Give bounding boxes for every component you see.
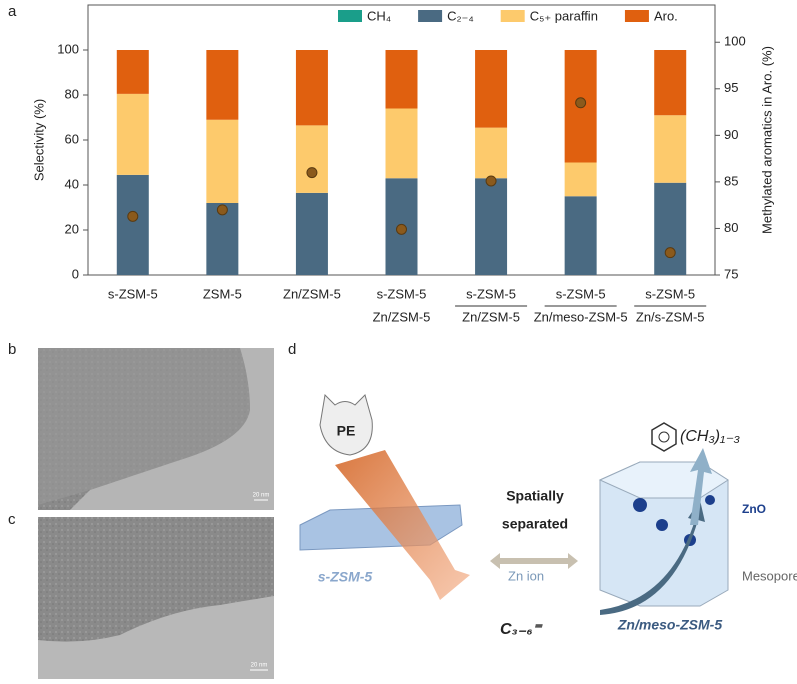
y-tick-label: 80 [65,86,79,101]
y2-axis-label: Methylated aromatics in Aro. (%) [759,46,774,234]
bar-segment [654,50,687,116]
panel-label: d [288,341,296,358]
bar-segment [385,108,418,179]
x-tick-label: s-ZSM-5 [466,286,516,301]
bar-segment [206,50,239,120]
legend-label: C₅₊ paraffin [530,8,598,23]
label: separated [502,516,568,532]
label: Zn/meso-ZSM-5 [617,617,722,633]
bar-segment [475,178,508,275]
y-tick-label: 20 [65,221,79,236]
y-axis-label: Selectivity (%) [31,99,46,181]
label: C₃₋₆⁼ [500,621,544,638]
y-tick-label: 0 [72,266,79,281]
y-tick-label: 100 [57,41,79,56]
label: s-ZSM-5 [318,569,373,585]
x-tick-label: s-ZSM-5 [377,286,427,301]
data-point [127,210,139,222]
label: (CH₃)₁₋₃ [680,428,740,445]
bar-segment [116,174,149,275]
y2-tick-label: 100 [724,34,746,49]
y2-tick-label: 95 [724,80,738,95]
bar-segment [475,50,508,128]
diagram: PE s-ZSM-5 Spatially separated ZnO Zn io… [299,393,797,638]
legend-label: Aro. [654,8,678,23]
legend-swatch [418,10,443,22]
label: ZnO [742,502,766,516]
legend-swatch [624,10,649,22]
x-tick-label: s-ZSM-5 [556,286,606,301]
data-point [306,167,318,179]
x-tick-label: Zn/meso-ZSM-5 [534,309,628,324]
bar-segment [654,182,687,275]
pe-label: PE [337,423,356,439]
data-point [664,247,676,259]
data-point [485,175,497,187]
label: Zn ion [508,568,544,583]
bar-segment [206,119,239,203]
y-tick-label: 60 [65,131,79,146]
x-tick-label: ZSM-5 [203,286,242,301]
y2-tick-label: 75 [724,266,738,281]
y2-tick-label: 80 [724,220,738,235]
data-point [216,204,228,216]
bar-segment [295,192,328,275]
panel-label: b [8,341,16,358]
y2-tick-label: 90 [724,127,738,142]
tem-image: 20 nm [38,348,274,510]
label: Spatially [506,488,564,504]
scale-bar-label: 20 nm [253,493,270,499]
data-point [396,223,407,235]
x-tick-label: Zn/s-ZSM-5 [636,309,705,324]
x-tick-label: Zn/ZSM-5 [373,309,431,324]
bar-segment [116,93,149,175]
bar-segment [116,50,149,94]
legend-label: CH₄ [367,8,391,23]
scale-bar-label: 20 nm [251,663,268,669]
x-tick-label: s-ZSM-5 [108,286,158,301]
x-tick-label: Zn/ZSM-5 [283,286,341,301]
panel-label: a [8,3,17,20]
bar-segment [385,50,418,109]
bar-segment [564,196,597,275]
bar-segment [564,162,597,197]
bar-segment [295,125,328,193]
data-point [575,97,587,109]
legend-swatch [338,10,362,22]
panel-label: c [8,511,16,528]
label: Mesopore [742,568,797,583]
bar-segment [295,50,328,126]
y2-tick-label: 85 [724,173,738,188]
legend-label: C₂₋₄ [447,8,474,23]
bar-segment [475,127,508,179]
bar-segment [654,115,687,183]
x-tick-label: Zn/ZSM-5 [462,309,520,324]
tem-image: 20 nm [38,517,274,679]
legend-swatch [500,10,525,22]
x-tick-label: s-ZSM-5 [645,286,695,301]
y-tick-label: 40 [65,176,79,191]
